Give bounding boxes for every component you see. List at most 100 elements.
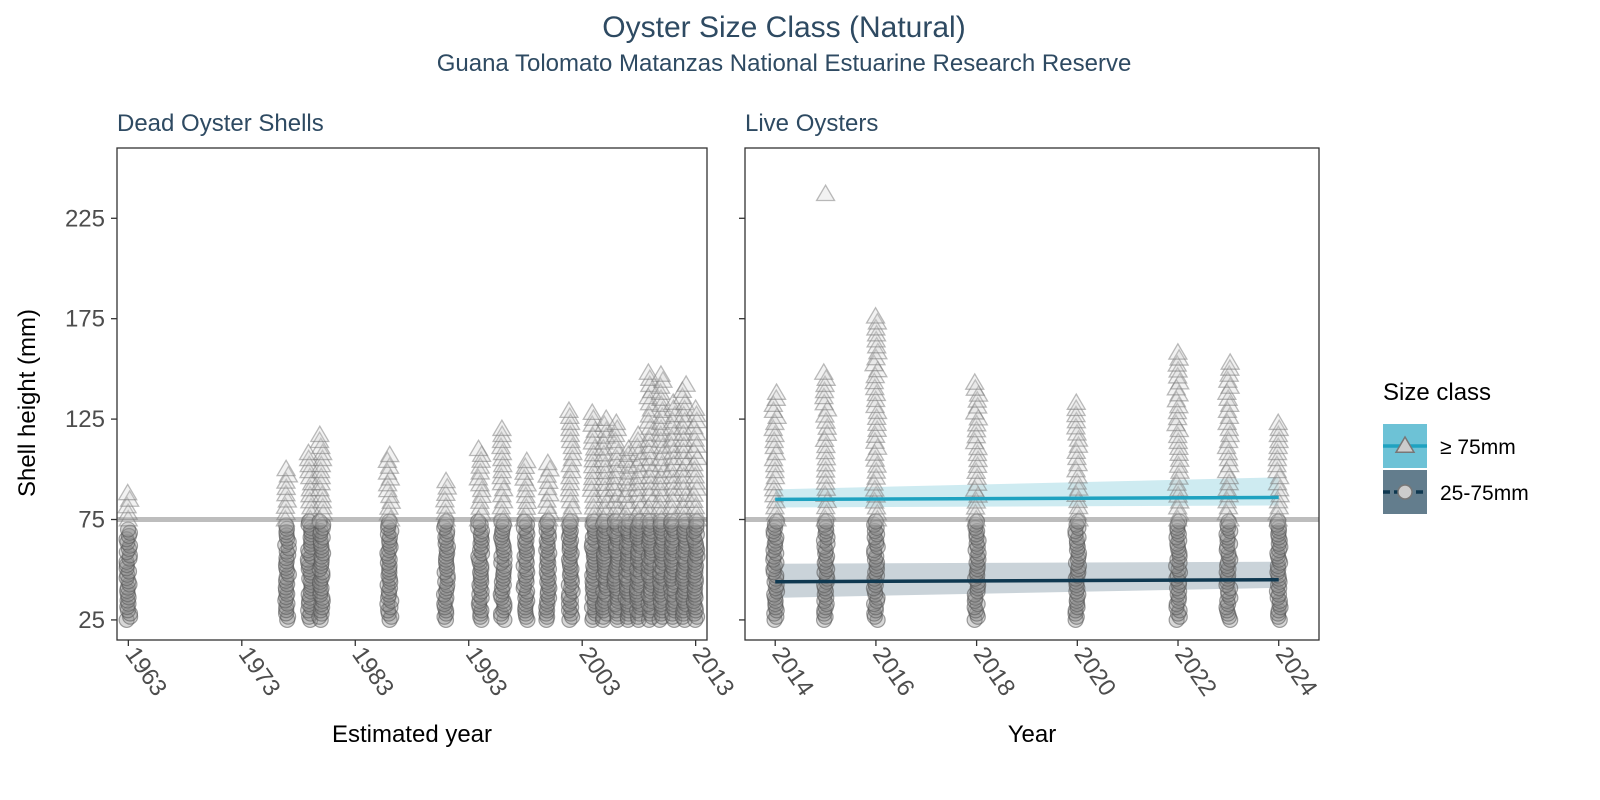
y-axis-title: Shell height (mm) xyxy=(14,309,41,497)
data-point-large xyxy=(684,429,706,447)
data-point-large xyxy=(685,466,706,484)
y-tick-label: 175 xyxy=(65,306,105,333)
data-point-large xyxy=(1268,412,1289,431)
data-point-large xyxy=(1067,454,1089,472)
x-tick-label: 2013 xyxy=(687,642,740,701)
data-point-large xyxy=(493,491,514,509)
data-point-large xyxy=(491,485,512,503)
data-point-large xyxy=(605,467,626,485)
data-point-large xyxy=(582,426,604,444)
data-point-large xyxy=(663,484,685,502)
data-point-large xyxy=(814,393,835,411)
data-point-large xyxy=(516,497,537,515)
data-column xyxy=(377,444,402,629)
data-point-large xyxy=(1068,478,1089,496)
data-point-large xyxy=(867,509,888,527)
data-point-large xyxy=(560,473,581,491)
data-point-large xyxy=(652,370,674,388)
data-point-large xyxy=(469,474,491,492)
data-point-large xyxy=(311,467,332,485)
legend-item: 25-75mm xyxy=(1383,470,1529,514)
data-point-large xyxy=(1067,503,1088,521)
data-point-large xyxy=(581,479,602,497)
data-point-large xyxy=(866,467,887,485)
data-point-large xyxy=(813,387,835,405)
data-point-large xyxy=(683,490,704,509)
data-point-large xyxy=(562,448,583,467)
data-point-large xyxy=(1268,491,1289,509)
data-point-large xyxy=(583,485,604,503)
data-point-large xyxy=(313,503,334,521)
data-column xyxy=(813,183,838,629)
data-point-large xyxy=(560,503,581,521)
data-point-large xyxy=(763,448,784,467)
data-point-large xyxy=(559,479,580,497)
y-tick-label: 75 xyxy=(78,507,105,534)
data-point-large xyxy=(866,407,887,426)
data-point-large xyxy=(866,324,887,342)
data-point-large xyxy=(866,383,887,402)
data-point-large xyxy=(582,402,603,421)
panels: Dead Oyster Shells 25 75 125 175 225 1963 1973 1… xyxy=(65,110,1323,748)
data-point-large xyxy=(641,460,663,478)
data-point-large xyxy=(560,424,581,443)
data-point-large xyxy=(663,447,685,466)
data-point-large xyxy=(1067,472,1088,490)
data-point-large xyxy=(513,462,535,480)
data-point-large xyxy=(816,448,837,466)
data-point-large xyxy=(764,412,786,431)
data-point-large xyxy=(592,450,614,468)
data-point-large xyxy=(867,437,888,455)
data-point-large xyxy=(559,418,581,437)
data-point-large xyxy=(814,380,835,399)
data-point-large xyxy=(537,452,558,471)
data-point-large xyxy=(1218,442,1239,461)
data-point-large xyxy=(1267,461,1288,479)
data-point-large xyxy=(491,467,512,485)
panel-title: Live Oysters xyxy=(745,110,878,137)
data-point-large xyxy=(605,436,627,455)
data-point-large xyxy=(491,424,513,443)
y-tick-label: 125 xyxy=(65,406,105,433)
data-point-large xyxy=(536,490,558,508)
data-point-large xyxy=(867,503,888,521)
data-column xyxy=(964,372,989,629)
data-point-large xyxy=(686,503,707,521)
x-tick-label: 2020 xyxy=(1068,642,1121,701)
x-tick-label: 1973 xyxy=(233,642,286,701)
data-point-large xyxy=(1066,423,1088,441)
data-point-large xyxy=(1219,364,1240,382)
data-point-large xyxy=(863,354,885,372)
data-point-large xyxy=(673,448,694,466)
data-point-large xyxy=(276,477,297,496)
data-point-large xyxy=(558,400,580,419)
data-point-large xyxy=(118,502,139,520)
data-point-outlier xyxy=(815,183,836,202)
data-point-large xyxy=(863,473,885,491)
data-point-large xyxy=(1269,479,1290,497)
data-point-large xyxy=(663,454,684,472)
data-point-large xyxy=(764,461,786,479)
y-tick-label: 225 xyxy=(65,205,105,232)
data-point-large xyxy=(490,436,512,455)
legend-title: Size class xyxy=(1383,379,1491,406)
data-point-large xyxy=(435,471,457,489)
x-tick-label: 2018 xyxy=(968,642,1021,701)
data-point-large xyxy=(1065,405,1087,423)
data-point-large xyxy=(584,491,605,509)
data-point-large xyxy=(1218,430,1239,449)
data-point-large xyxy=(638,411,659,429)
data-column xyxy=(468,438,492,629)
data-point-large xyxy=(1216,503,1237,521)
data-point-large xyxy=(491,418,513,437)
data-point-large xyxy=(867,419,888,437)
data-point-large xyxy=(559,406,580,425)
data-point-large xyxy=(686,509,707,527)
data-point-large xyxy=(816,368,837,386)
data-point-large xyxy=(309,424,330,443)
data-point-large xyxy=(663,441,684,460)
data-point-large xyxy=(1220,352,1241,370)
data-point-large xyxy=(277,490,298,508)
data-point-large xyxy=(763,418,784,437)
